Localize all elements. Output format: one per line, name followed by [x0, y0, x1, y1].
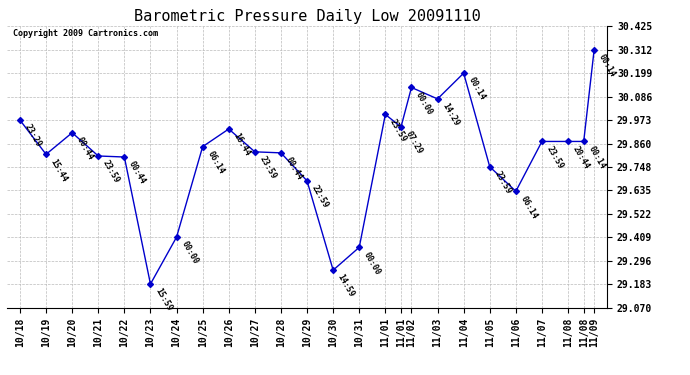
Text: 23:59: 23:59 [493, 170, 513, 196]
Text: 14:59: 14:59 [336, 273, 356, 299]
Text: 15:59: 15:59 [153, 287, 173, 313]
Text: 23:29: 23:29 [23, 123, 43, 149]
Text: 00:00: 00:00 [179, 240, 199, 266]
Text: 22:59: 22:59 [310, 184, 330, 210]
Text: Copyright 2009 Cartronics.com: Copyright 2009 Cartronics.com [13, 29, 158, 38]
Text: 14:29: 14:29 [440, 102, 461, 128]
Text: 06:14: 06:14 [519, 194, 539, 220]
Text: 00:44: 00:44 [127, 160, 148, 186]
Text: 00:44: 00:44 [75, 135, 95, 162]
Text: 16:44: 16:44 [232, 132, 252, 158]
Text: 06:14: 06:14 [206, 149, 226, 176]
Text: 00:14: 00:14 [597, 53, 618, 79]
Text: 23:59: 23:59 [388, 117, 408, 143]
Text: 00:44: 00:44 [284, 156, 304, 182]
Title: Barometric Pressure Daily Low 20091110: Barometric Pressure Daily Low 20091110 [134, 9, 480, 24]
Text: 15:44: 15:44 [49, 157, 69, 183]
Text: 00:00: 00:00 [362, 250, 382, 276]
Text: 23:59: 23:59 [257, 154, 278, 181]
Text: 00:14: 00:14 [586, 144, 607, 170]
Text: 20:44: 20:44 [571, 144, 591, 170]
Text: 00:00: 00:00 [414, 90, 435, 116]
Text: 23:59: 23:59 [544, 144, 565, 170]
Text: 00:14: 00:14 [466, 76, 486, 102]
Text: 07:29: 07:29 [404, 130, 424, 156]
Text: 23:59: 23:59 [101, 159, 121, 185]
